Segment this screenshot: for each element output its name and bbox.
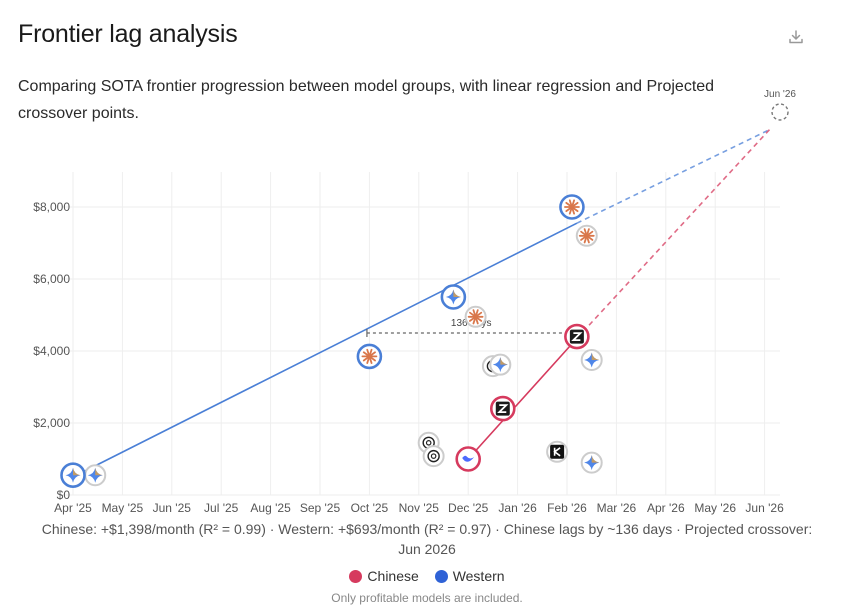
x-tick-label: Dec '25 (448, 501, 489, 515)
point-chinese-frontier (455, 446, 482, 472)
x-axis: Apr '25 May '25 Jun '25 Jul '25 Aug '25 Sep '… (54, 501, 784, 515)
gemini-icon-accent (500, 357, 508, 365)
x-tick-label: Sep '25 (300, 501, 341, 515)
openai-icon-inner (425, 439, 432, 446)
chart-points (60, 194, 603, 489)
point-chinese-other (546, 440, 569, 463)
chart-plot: $0 $2,000 $4,000 $6,000 $8,000 Apr '25 May '2… (33, 89, 796, 515)
y-tick-label: $2,000 (33, 416, 70, 430)
point-western-other (422, 445, 445, 468)
legend-label-chinese: Chinese (367, 568, 419, 584)
point-western-other (464, 305, 487, 328)
chart-legend: Chinese Western (0, 568, 854, 586)
x-tick-label: Apr '26 (647, 501, 685, 515)
crossover-label: Jun '26 (764, 89, 796, 100)
projection-line-chinese (576, 129, 771, 339)
point-western-other (575, 224, 598, 247)
y-tick-label: $4,000 (33, 344, 70, 358)
gemini-icon-accent (591, 352, 600, 360)
footnote: Only profitable models are included. (331, 591, 523, 605)
zhipu-icon-z (497, 404, 509, 413)
x-tick-label: Apr '25 (54, 501, 92, 515)
point-western-frontier (356, 343, 383, 370)
openai-icon-inner (430, 453, 437, 459)
chart-grid (62, 172, 780, 496)
regression-line-western (72, 222, 578, 478)
x-tick-label: Jun '26 (745, 501, 784, 515)
x-tick-label: Mar '26 (597, 501, 637, 515)
legend-dot-chinese (349, 569, 363, 583)
y-tick-label: $6,000 (33, 272, 70, 286)
point-western-other (489, 353, 512, 376)
download-icon[interactable] (787, 28, 805, 46)
chart-lines (72, 128, 771, 478)
x-tick-label: Aug '25 (250, 501, 291, 515)
x-tick-label: Jan '26 (498, 501, 537, 515)
regression-line-chinese (467, 337, 578, 460)
kimi-icon-k (553, 447, 561, 457)
x-tick-label: Jul '25 (204, 501, 239, 515)
point-western-frontier (440, 284, 467, 310)
deepseek-icon (462, 455, 475, 462)
point-western-frontier (559, 194, 585, 220)
projection-line-western (576, 128, 770, 224)
x-tick-label: Jun '25 (153, 501, 192, 515)
point-western-frontier (60, 462, 86, 489)
point-chinese-frontier (564, 323, 590, 350)
zhipu-icon-z (571, 332, 583, 341)
point-western-other (580, 349, 603, 371)
chart-subtitle: Comparing SOTA frontier progression betw… (18, 78, 715, 122)
point-chinese-frontier (489, 395, 516, 422)
gemini-icon-accent (73, 467, 81, 476)
legend-item-chinese[interactable]: Chinese (349, 568, 419, 584)
point-western-other (580, 451, 603, 474)
claude-icon-ray (585, 230, 594, 237)
openai-icon (427, 449, 440, 463)
kimi-icon (550, 444, 565, 459)
claude-icon-ray (571, 201, 579, 208)
x-tick-label: May '26 (694, 501, 736, 515)
legend-dot-western (434, 569, 448, 583)
legend-item-western[interactable]: Western (434, 568, 505, 584)
gemini-icon-accent (95, 467, 103, 476)
x-tick-label: Nov '25 (399, 501, 440, 515)
y-axis: $0 $2,000 $4,000 $6,000 $8,000 (33, 200, 70, 502)
legend-label-western: Western (452, 568, 505, 584)
point-marker (422, 445, 445, 468)
y-tick-label: $0 (57, 488, 71, 502)
claude-icon-ray (474, 311, 483, 318)
gemini-icon-accent (453, 289, 461, 297)
point-western-other (84, 464, 107, 487)
chart-summary: Chinese: +$1,398/month (R² = 0.99) · Wes… (41, 521, 813, 557)
gemini-icon-accent (591, 455, 600, 463)
x-tick-label: May '25 (102, 501, 144, 515)
y-tick-label: $8,000 (33, 200, 70, 214)
crossover-marker: Jun '26 (764, 89, 796, 121)
crossover-circle (771, 103, 789, 121)
page-title: Frontier lag analysis (18, 20, 238, 48)
x-tick-label: Feb '26 (547, 501, 587, 515)
x-tick-label: Oct '25 (351, 501, 389, 515)
claude-icon-ray (368, 351, 376, 358)
